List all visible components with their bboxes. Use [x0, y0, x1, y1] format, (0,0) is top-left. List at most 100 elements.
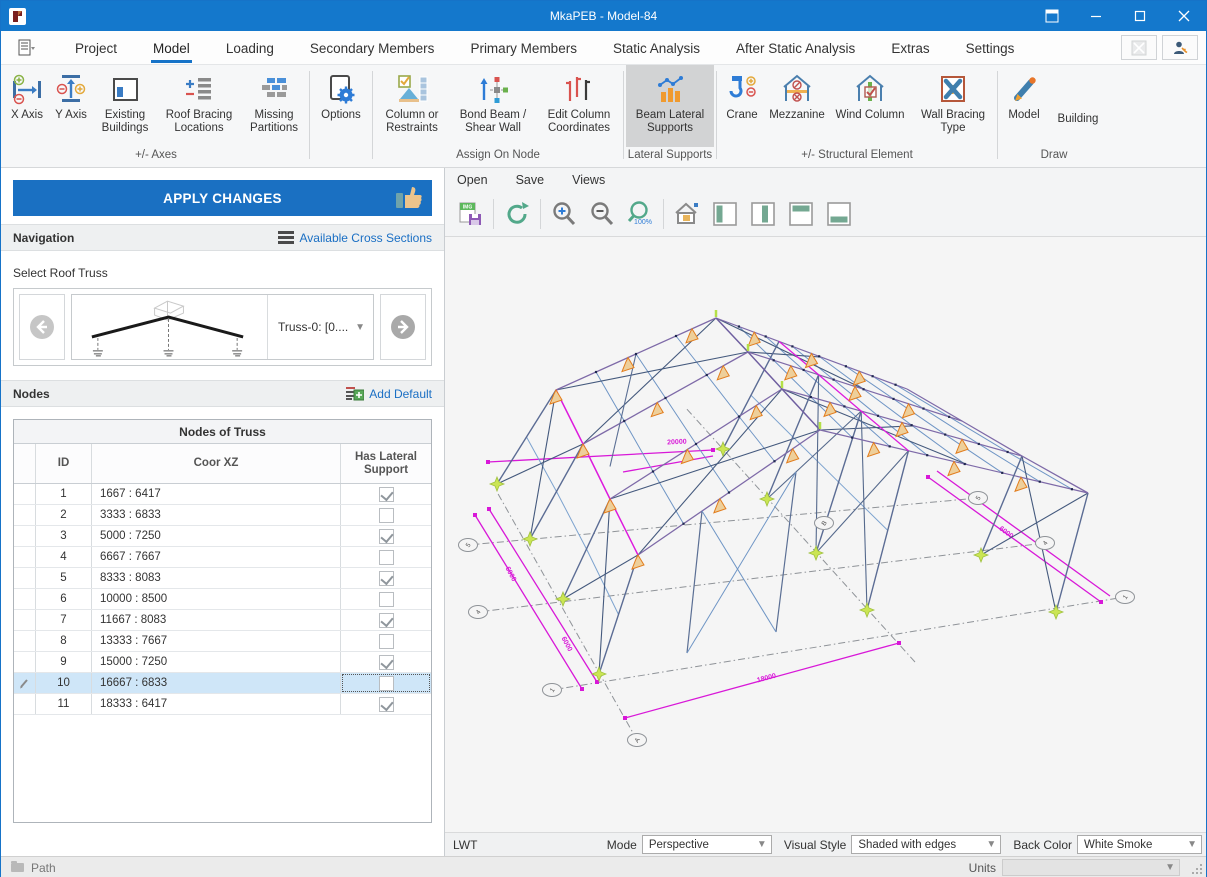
cell-has-lateral-support[interactable]	[341, 673, 431, 693]
application-menu-icon[interactable]	[9, 34, 43, 62]
table-row[interactable]: 8 13333 : 7667	[14, 631, 431, 652]
ribbon-button-crane[interactable]: Crane	[719, 65, 765, 147]
cell-has-lateral-support[interactable]	[341, 484, 431, 504]
tab-loading[interactable]: Loading	[225, 40, 274, 56]
tab-extras[interactable]: Extras	[891, 40, 930, 56]
user-login-icon[interactable]	[1162, 35, 1198, 60]
previous-truss-button[interactable]	[19, 294, 65, 360]
table-row[interactable]: 1 1667 : 6417	[14, 484, 431, 505]
lateral-support-checkbox[interactable]	[378, 654, 394, 670]
table-row[interactable]: 11 18333 : 6417	[14, 694, 431, 715]
table-row[interactable]: 6 10000 : 8500	[14, 589, 431, 610]
column-header-coor[interactable]: Coor XZ	[92, 444, 341, 483]
viewport-menu-open[interactable]: Open	[457, 173, 488, 187]
lwt-label[interactable]: LWT	[453, 837, 478, 852]
maximize-button[interactable]	[1118, 1, 1162, 31]
cell-coor[interactable]: 8333 : 8083	[92, 568, 341, 588]
cell-coor[interactable]: 3333 : 6833	[92, 505, 341, 525]
3d-canvas[interactable]: 6000 6000 6000 18000 20000 5 4 1 5 4 1 B A	[445, 237, 1206, 832]
cell-id[interactable]: 2	[36, 505, 92, 525]
tab-secondary-members[interactable]: Secondary Members	[309, 40, 435, 56]
home-view-icon[interactable]	[668, 195, 706, 233]
truss-dropdown[interactable]: Truss-0: [0.... ▼	[278, 320, 365, 334]
ribbon-button-bond-beam-shear-wall[interactable]: Bond Beam / Shear Wall	[449, 65, 537, 147]
cell-has-lateral-support[interactable]	[341, 631, 431, 651]
tab-after-static-analysis[interactable]: After Static Analysis	[736, 40, 856, 56]
zoom-out-icon[interactable]	[583, 195, 621, 233]
ribbon-button-beam-lateral-supports[interactable]: Beam Lateral Supports	[626, 65, 714, 147]
cell-id[interactable]: 8	[36, 631, 92, 651]
lateral-support-checkbox[interactable]	[378, 696, 394, 712]
viewport-menu-save[interactable]: Save	[515, 173, 545, 187]
truss-preview-box[interactable]: Truss-0: [0.... ▼	[71, 294, 374, 360]
cell-has-lateral-support[interactable]	[341, 610, 431, 630]
apply-changes-button[interactable]: APPLY CHANGES	[13, 180, 432, 216]
lateral-support-checkbox[interactable]	[378, 507, 394, 523]
cell-id[interactable]: 6	[36, 589, 92, 609]
cell-coor[interactable]: 10000 : 8500	[92, 589, 341, 609]
ribbon-button-missing-partitions[interactable]: Missing Partitions	[241, 65, 307, 147]
cell-coor[interactable]: 15000 : 7250	[92, 652, 341, 672]
cell-has-lateral-support[interactable]	[341, 568, 431, 588]
cell-coor[interactable]: 11667 : 8083	[92, 610, 341, 630]
cell-coor[interactable]: 13333 : 7667	[92, 631, 341, 651]
ribbon-button-mezzanine[interactable]: Mezzanine	[765, 65, 829, 147]
cell-coor[interactable]: 6667 : 7667	[92, 547, 341, 567]
view-top-icon[interactable]	[782, 195, 820, 233]
cell-coor[interactable]: 5000 : 7250	[92, 526, 341, 546]
ribbon-button-model[interactable]: Model	[1000, 65, 1048, 147]
table-row[interactable]: 3 5000 : 7250	[14, 526, 431, 547]
cell-has-lateral-support[interactable]	[341, 694, 431, 714]
lateral-support-checkbox[interactable]	[378, 633, 394, 649]
table-row[interactable]: 10 16667 : 6833	[14, 673, 431, 694]
ribbon-button-x-axis[interactable]: X Axis	[5, 65, 49, 147]
ribbon-button-wall-bracing-type[interactable]: ?Wall Bracing Type	[911, 65, 995, 147]
table-row[interactable]: 5 8333 : 8083	[14, 568, 431, 589]
ribbon-button-existing-buildings[interactable]: Existing Buildings	[93, 65, 157, 147]
cell-coor[interactable]: 1667 : 6417	[92, 484, 341, 504]
cell-has-lateral-support[interactable]	[341, 652, 431, 672]
lateral-support-checkbox[interactable]	[378, 675, 394, 691]
column-header-id[interactable]: ID	[36, 444, 92, 483]
next-truss-button[interactable]	[380, 294, 426, 360]
tab-static-analysis[interactable]: Static Analysis	[612, 40, 700, 56]
minimize-button[interactable]	[1074, 1, 1118, 31]
table-row[interactable]: 9 15000 : 7250	[14, 652, 431, 673]
ribbon-button-options[interactable]: Options	[312, 65, 370, 147]
ribbon-button-building[interactable]: Building	[1048, 65, 1108, 147]
table-row[interactable]: 2 3333 : 6833	[14, 505, 431, 526]
add-default-link[interactable]: Add Default	[346, 386, 432, 401]
cell-id[interactable]: 3	[36, 526, 92, 546]
cell-coor[interactable]: 16667 : 6833	[92, 673, 341, 693]
tab-primary-members[interactable]: Primary Members	[470, 40, 577, 56]
column-header-support[interactable]: Has Lateral Support	[354, 450, 417, 476]
table-row[interactable]: 4 6667 : 7667	[14, 547, 431, 568]
table-row[interactable]: 7 11667 : 8083	[14, 610, 431, 631]
cell-id[interactable]: 9	[36, 652, 92, 672]
back-color-dropdown[interactable]: White Smoke ▼	[1077, 835, 1202, 854]
viewport-menu-views[interactable]: Views	[572, 173, 606, 187]
ribbon-button-roof-bracing-locations[interactable]: Roof Bracing Locations	[157, 65, 241, 147]
cell-id[interactable]: 1	[36, 484, 92, 504]
lateral-support-checkbox[interactable]	[378, 591, 394, 607]
save-image-icon[interactable]: IMG	[451, 195, 489, 233]
cell-id[interactable]: 7	[36, 610, 92, 630]
cell-id[interactable]: 11	[36, 694, 92, 714]
units-dropdown[interactable]: ▼	[1002, 859, 1180, 876]
cell-has-lateral-support[interactable]	[341, 505, 431, 525]
ribbon-button-wind-column[interactable]: Wind Column	[829, 65, 911, 147]
cell-has-lateral-support[interactable]	[341, 589, 431, 609]
ribbon-button-column-or-restraints[interactable]: Column or Restraints	[375, 65, 449, 147]
ribbon-button-y-axis[interactable]: Y Axis	[49, 65, 93, 147]
lateral-support-checkbox[interactable]	[378, 570, 394, 586]
visual-style-dropdown[interactable]: Shaded with edges ▼	[851, 835, 1002, 854]
close-button[interactable]	[1162, 1, 1206, 31]
cell-id[interactable]: 10	[36, 673, 92, 693]
view-left-icon[interactable]	[706, 195, 744, 233]
ribbon-display-options-icon[interactable]	[1030, 1, 1074, 31]
view-bottom-icon[interactable]	[820, 195, 858, 233]
tab-model[interactable]: Model	[139, 35, 204, 63]
cell-id[interactable]: 5	[36, 568, 92, 588]
cell-has-lateral-support[interactable]	[341, 526, 431, 546]
zoom-in-icon[interactable]	[545, 195, 583, 233]
